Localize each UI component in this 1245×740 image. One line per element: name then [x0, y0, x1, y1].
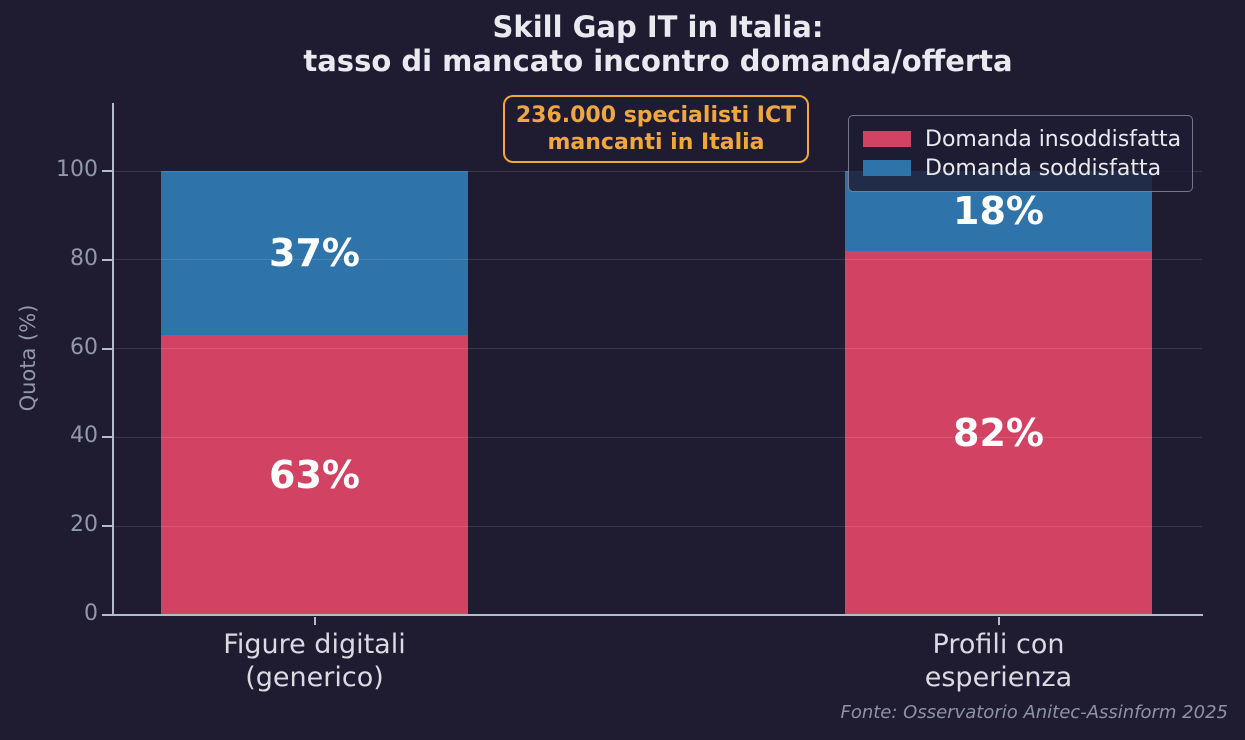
grid-line-80: [114, 259, 1202, 261]
x-tick-mark-1: [997, 617, 1000, 625]
x-tick-label-1: Profili con esperienza: [839, 628, 1159, 694]
bar-value-label: 37%: [269, 231, 360, 276]
y-tick-label-60: 60: [70, 334, 98, 360]
x-tick-label-line: Profili con: [932, 629, 1065, 660]
grid-line-100: [114, 170, 1202, 172]
x-tick-label-line: esperienza: [924, 662, 1073, 693]
y-tick-mark-60: [102, 347, 112, 350]
legend-label: Domanda insoddisfatta: [925, 126, 1182, 152]
legend: Domanda insoddisfatta Domanda soddisfatt…: [848, 115, 1193, 192]
x-tick-mark-0: [313, 617, 316, 625]
y-tick-mark-20: [102, 525, 112, 528]
annotation-line1: 236.000 specialisti ICT: [515, 103, 797, 128]
legend-item-soddisfatta: Domanda soddisfatta: [863, 155, 1178, 181]
bar-value-label: 82%: [953, 410, 1044, 455]
y-tick-label-20: 20: [70, 512, 98, 538]
y-tick-label-40: 40: [70, 423, 98, 449]
grid-line-60: [114, 348, 1202, 350]
x-tick-label-line: (generico): [245, 662, 384, 693]
y-tick-mark-0: [102, 614, 112, 616]
x-tick-label-0: Figure digitali (generico): [155, 628, 475, 694]
x-axis-spine: [112, 614, 1203, 616]
bar-segment-soddisfatta-0: 37%: [161, 171, 468, 336]
grid-line-40: [114, 436, 1202, 438]
legend-label: Domanda soddisfatta: [925, 155, 1162, 181]
y-tick-mark-40: [102, 436, 112, 439]
legend-item-insoddisfatta: Domanda insoddisfatta: [863, 126, 1182, 152]
legend-swatch-red: [863, 131, 911, 147]
chart-title-line1: Skill Gap IT in Italia:: [492, 10, 824, 44]
bar-segment-insoddisfatta-0: 63%: [161, 335, 468, 615]
source-note: Fonte: Osservatorio Anitec-Assinform 202…: [840, 702, 1228, 723]
grid-line-20: [114, 525, 1202, 527]
y-tick-label-0: 0: [84, 601, 98, 626]
legend-swatch-blue: [863, 160, 911, 176]
bar-value-label: 18%: [953, 188, 1044, 233]
annotation-line2: mancanti in Italia: [547, 130, 765, 155]
bar-value-label: 63%: [269, 453, 360, 498]
chart-title: Skill Gap IT in Italia: tasso di mancato…: [113, 10, 1203, 78]
y-tick-label-100: 100: [56, 157, 98, 182]
y-tick-label-80: 80: [70, 245, 98, 271]
y-tick-mark-100: [102, 170, 112, 172]
bar-segment-insoddisfatta-1: 82%: [845, 250, 1152, 615]
x-tick-label-line: Figure digitali: [223, 629, 406, 660]
chart-title-line2: tasso di mancato incontro domanda/offert…: [303, 44, 1013, 78]
y-tick-mark-80: [102, 258, 112, 261]
y-axis-spine: [112, 103, 114, 616]
annotation-box: 236.000 specialisti ICT mancanti in Ital…: [503, 95, 809, 163]
